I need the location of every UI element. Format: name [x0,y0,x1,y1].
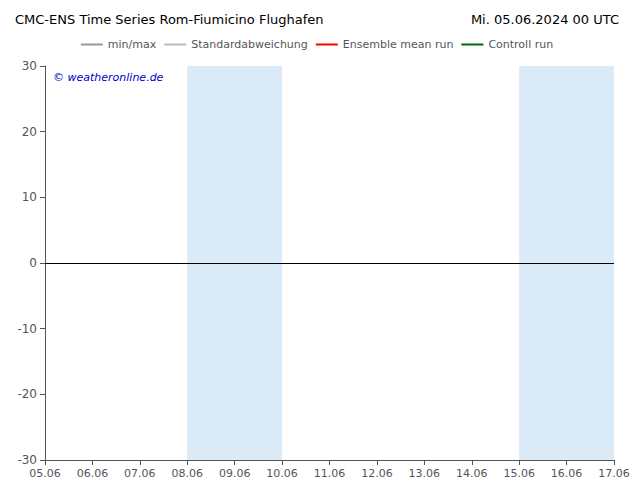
svg-text:12.06: 12.06 [361,467,393,480]
svg-text:© weatheronline.de: © weatheronline.de [53,71,164,84]
svg-text:-30: -30 [17,453,37,467]
svg-text:min/max: min/max [108,38,157,51]
svg-text:Ensemble mean run: Ensemble mean run [343,38,454,51]
svg-text:05.06: 05.06 [29,467,61,480]
svg-text:10: 10 [22,190,37,204]
svg-text:14.06: 14.06 [456,467,488,480]
svg-text:-20: -20 [17,387,37,401]
svg-text:10.06: 10.06 [266,467,298,480]
svg-text:Controll run: Controll run [488,38,553,51]
svg-text:16.06: 16.06 [551,467,583,480]
svg-text:11.06: 11.06 [314,467,346,480]
svg-text:17.06: 17.06 [598,467,630,480]
svg-text:Mi. 05.06.2024 00 UTC: Mi. 05.06.2024 00 UTC [471,12,619,27]
svg-text:07.06: 07.06 [124,467,156,480]
svg-text:CMC-ENS Time Series Rom-Fiumic: CMC-ENS Time Series Rom-Fiumicino Flugha… [15,12,324,27]
svg-text:09.06: 09.06 [219,467,251,480]
svg-text:30: 30 [22,59,37,73]
svg-text:15.06: 15.06 [503,467,535,480]
svg-text:-10: -10 [17,322,37,336]
svg-text:06.06: 06.06 [77,467,109,480]
svg-text:08.06: 08.06 [172,467,204,480]
svg-text:0: 0 [29,256,37,270]
svg-text:Standardabweichung: Standardabweichung [191,38,308,51]
svg-text:20: 20 [22,125,37,139]
svg-text:13.06: 13.06 [409,467,441,480]
